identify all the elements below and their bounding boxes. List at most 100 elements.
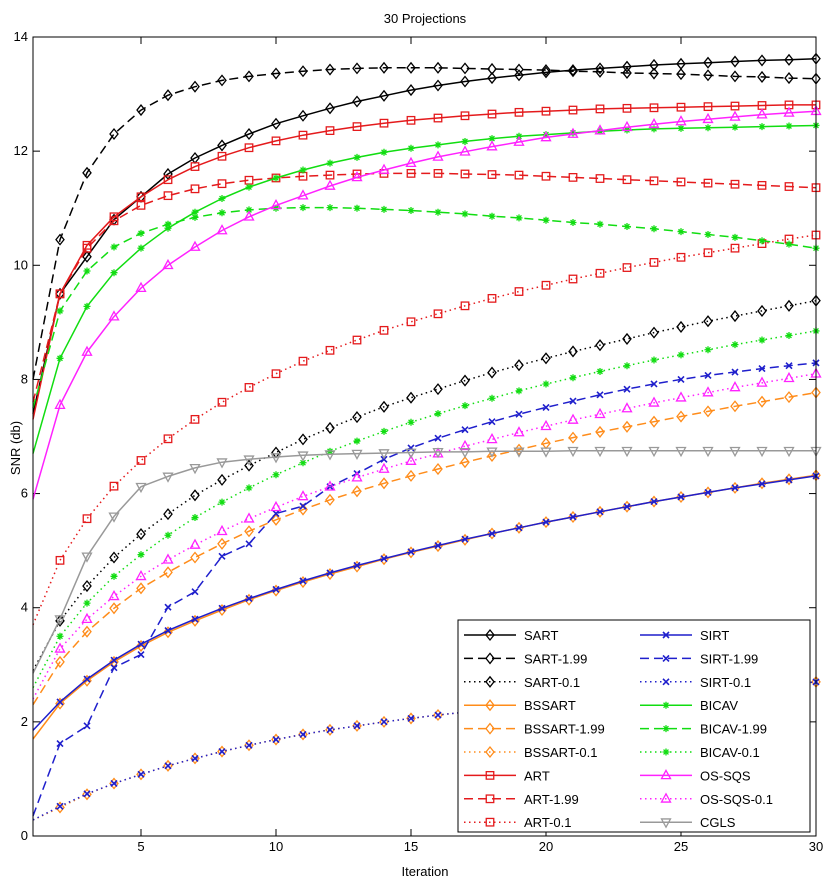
data-point-os-sqs-0-1	[108, 589, 120, 601]
series-art	[32, 100, 821, 420]
data-point-bicav-1-99	[434, 208, 442, 216]
data-point-bicav-0-1	[218, 498, 226, 506]
data-point-os-sqs	[729, 110, 741, 121]
data-point-sart	[406, 84, 416, 97]
data-point-sart-1-99	[352, 62, 362, 75]
data-point-sirt	[461, 535, 469, 543]
data-point-art-0-1	[406, 317, 416, 327]
data-point-sirt-1-99	[56, 739, 64, 748]
data-point-sart	[622, 60, 632, 73]
data-point-sirt-1-99	[731, 368, 739, 376]
data-point-bssart-1-99	[325, 493, 335, 506]
data-point-os-sqs-0-1	[378, 462, 390, 473]
data-point-sirt-0-1	[83, 790, 91, 798]
data-point-os-sqs	[594, 124, 606, 135]
data-point-bicav-1-99	[650, 225, 658, 233]
data-point-os-sqs-0-1	[621, 402, 633, 413]
legend-marker-bicav-1-99	[662, 725, 670, 733]
data-point-bssart-1-99	[433, 462, 443, 476]
data-point-sirt-0-1	[137, 770, 145, 778]
y-tick-label: 14	[14, 29, 28, 44]
data-point-art-0-1	[163, 434, 173, 444]
data-point-art	[460, 111, 470, 121]
data-point-sirt-1-99	[596, 391, 604, 399]
data-point-sart	[271, 117, 281, 130]
data-point-cgls	[567, 446, 579, 458]
data-point-os-sqs	[621, 120, 633, 132]
legend-entry-sart-1-99: SART-1.99	[464, 651, 587, 666]
data-point-sart	[217, 139, 227, 152]
data-point-art	[541, 106, 551, 116]
y-tick-label: 12	[14, 143, 28, 158]
data-point-cgls	[162, 472, 174, 483]
data-point-bicav-1-99	[218, 209, 226, 217]
data-point-sart-0-1	[82, 579, 92, 593]
data-point-art-0-1	[55, 555, 65, 565]
data-point-bssart-1-99	[244, 525, 254, 538]
data-point-sirt-1-99	[542, 403, 550, 411]
series-line-bicav	[32, 124, 817, 454]
data-point-art-0-1	[433, 309, 443, 319]
data-point-art	[352, 122, 362, 132]
data-point-bicav-0-1	[299, 459, 307, 467]
legend-entry-bicav: BICAV	[640, 698, 738, 713]
data-point-art-0-1	[703, 248, 713, 258]
data-point-art-1-99	[703, 178, 713, 188]
data-point-art	[163, 175, 173, 185]
series-line-art-0-1	[32, 234, 817, 626]
x-tick-label: 10	[269, 839, 283, 854]
data-point-bicav	[461, 137, 469, 145]
data-point-sart-1-99	[82, 166, 92, 179]
data-point-art-0-1	[460, 301, 470, 311]
legend-label-bicav-1-99: BICAV-1.99	[700, 722, 767, 737]
data-point-bssart-0-1	[82, 788, 92, 801]
data-point-art	[595, 104, 605, 114]
data-point-os-sqs-0-1	[135, 569, 147, 581]
data-point-os-sqs-0-1	[540, 419, 552, 431]
data-point-sart-1-99	[244, 70, 254, 83]
data-point-bicav	[218, 195, 226, 203]
data-point-bssart	[217, 603, 227, 617]
data-point-sart-1-99	[271, 67, 281, 80]
x-tick-label: 25	[674, 839, 688, 854]
data-point-sart-0-1	[676, 320, 686, 333]
data-point-sart-1-99	[622, 66, 632, 79]
data-point-sart-0-1	[703, 315, 713, 328]
data-point-sart-0-1	[757, 304, 767, 317]
series-line-sirt-0-1	[32, 681, 817, 821]
data-point-art	[676, 102, 686, 112]
data-point-bicav-1-99	[56, 307, 64, 315]
data-point-bicav	[110, 269, 118, 277]
data-point-sart-1-99	[217, 74, 227, 87]
data-point-sart-0-1	[541, 352, 551, 365]
data-point-sart	[82, 250, 92, 263]
data-point-cgls	[324, 450, 336, 461]
data-point-art	[568, 105, 578, 115]
data-point-os-sqs-0-1	[243, 512, 255, 523]
data-point-cgls	[459, 448, 471, 459]
data-point-art-0-1	[244, 383, 254, 392]
data-point-bicav	[56, 354, 64, 362]
series-line-sart-0-1	[32, 299, 817, 671]
data-point-os-sqs-0-1	[756, 376, 768, 387]
data-point-art-0-1	[271, 369, 281, 379]
data-point-art-1-99	[730, 179, 740, 189]
data-point-cgls	[540, 447, 552, 458]
data-point-os-sqs-0-1	[216, 524, 228, 536]
data-point-bicav	[434, 141, 442, 149]
legend-marker-art-1-99	[485, 794, 495, 804]
legend-label-sirt-0-1: SIRT-0.1	[700, 675, 751, 690]
data-point-bssart-1-99	[649, 415, 659, 428]
data-point-bicav	[353, 153, 361, 161]
data-point-bicav	[488, 135, 496, 143]
data-point-bicav-0-1	[353, 437, 361, 445]
data-point-bicav-1-99	[542, 216, 550, 224]
data-point-sirt-1-99	[407, 444, 415, 452]
data-point-bicav-1-99	[110, 243, 118, 251]
y-tick-label: 2	[21, 714, 28, 729]
data-point-art	[649, 103, 659, 113]
data-point-art-1-99	[595, 174, 605, 183]
legend-label-os-sqs-0-1: OS-SQS-0.1	[700, 792, 773, 807]
data-point-os-sqs	[54, 398, 66, 410]
data-point-cgls	[108, 512, 120, 523]
